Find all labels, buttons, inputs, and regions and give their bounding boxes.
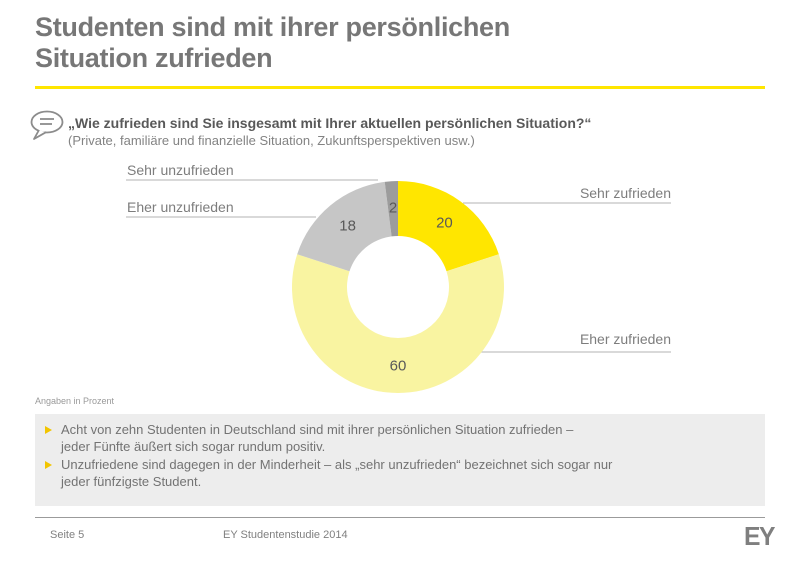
footer-page-number: Seite 5: [50, 529, 85, 541]
page-title-line2: Situation zufrieden: [35, 43, 273, 73]
speech-bubble-icon: [30, 110, 64, 140]
donut-segment-eher-unzufrieden: [297, 181, 392, 272]
insight-bullet-2-line1: Unzufriedene sind dagegen in der Minderh…: [61, 457, 613, 472]
bullet-arrow-icon: [45, 426, 52, 434]
segment-value-label: 2: [389, 200, 397, 217]
bullet-arrow-icon: [45, 461, 52, 469]
label-sehr-zufrieden: Sehr zufrieden: [579, 185, 671, 201]
ey-logo: EY: [744, 521, 776, 551]
insight-bullet-2: Unzufriedene sind dagegen in der Minderh…: [35, 456, 765, 491]
survey-question-subtitle: (Private, familiäre und finanzielle Situ…: [68, 133, 475, 148]
label-eher-unzufrieden: Eher unzufrieden: [127, 199, 234, 215]
insight-bullet-2-text: Unzufriedene sind dagegen in der Minderh…: [61, 456, 612, 490]
label-sehr-unzufrieden: Sehr unzufrieden: [127, 162, 234, 178]
donut-chart-svg: 20 60 18 2: [126, 179, 671, 394]
survey-question: „Wie zufrieden sind Sie insgesamt mit Ih…: [68, 115, 592, 131]
donut-segment-eher-zufrieden: [291, 254, 504, 394]
insight-bullet-1-line1: Acht von zehn Studenten in Deutschland s…: [61, 422, 574, 437]
insight-bullet-1-text: Acht von zehn Studenten in Deutschland s…: [61, 421, 573, 455]
title-accent-rule: [35, 86, 765, 89]
page-title-line1: Studenten sind mit ihrer persönlichen: [35, 12, 510, 42]
insight-box: Acht von zehn Studenten in Deutschland s…: [35, 414, 765, 506]
donut-segment-sehr-unzufrieden: [384, 181, 398, 237]
segment-value-label: 18: [339, 218, 356, 235]
footer-source: EY Studentenstudie 2014: [223, 529, 348, 541]
segment-value-label: 20: [436, 215, 453, 232]
footer-divider: [35, 517, 765, 518]
page-title: Studenten sind mit ihrer persönlichen Si…: [35, 12, 775, 74]
insight-bullet-2-line2: jeder fünfzigste Student.: [61, 474, 202, 489]
insight-bullet-1-line2: jeder Fünfte äußert sich sogar rundum po…: [61, 439, 326, 454]
label-eher-zufrieden: Eher zufrieden: [579, 331, 671, 347]
unit-note: Angaben in Prozent: [35, 396, 115, 406]
insight-bullet-1: Acht von zehn Studenten in Deutschland s…: [35, 421, 765, 456]
donut-chart: 20 60 18 2: [291, 181, 504, 394]
donut-segment-sehr-zufrieden: [398, 181, 499, 272]
segment-value-label: 60: [390, 358, 407, 375]
